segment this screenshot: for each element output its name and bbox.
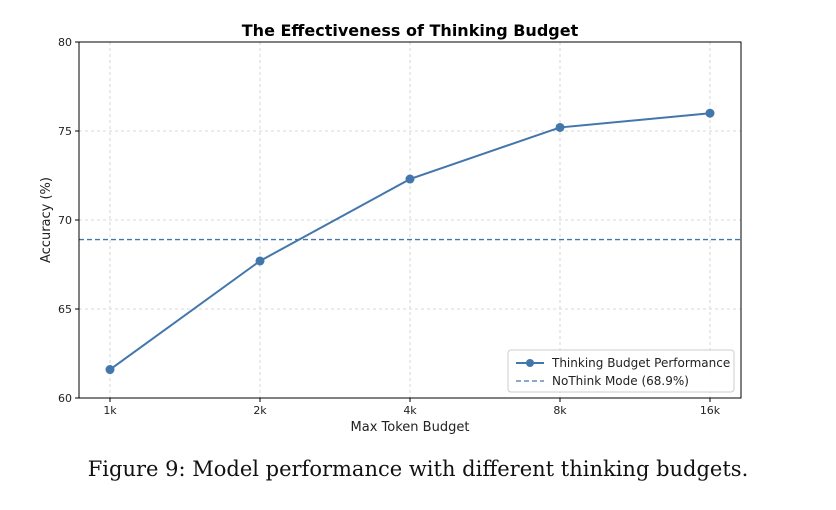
y-axis-ticks: 60 65 70 75 80: [58, 36, 79, 405]
series-group: [105, 108, 715, 375]
legend-series-marker: [526, 359, 534, 367]
grid-lines: [79, 41, 741, 399]
x-tick-label: 16k: [700, 404, 721, 417]
data-point: [255, 256, 265, 266]
y-tick-label: 80: [58, 36, 72, 49]
y-tick-label: 60: [58, 392, 72, 405]
legend-reference-label: NoThink Mode (68.9%): [552, 374, 689, 388]
data-point: [705, 108, 715, 118]
data-point: [405, 174, 415, 184]
figure-caption: Figure 9: Model performance with differe…: [87, 457, 749, 481]
x-tick-label: 8k: [553, 404, 567, 417]
y-tick-label: 70: [58, 214, 72, 227]
data-point: [555, 122, 565, 132]
data-point: [105, 365, 115, 375]
x-tick-label: 4k: [403, 404, 417, 417]
chart-title: The Effectiveness of Thinking Budget: [242, 21, 579, 40]
legend-series-label: Thinking Budget Performance: [551, 356, 730, 370]
x-axis-label: Max Token Budget: [351, 420, 470, 435]
y-tick-label: 75: [58, 125, 72, 138]
line-chart: The Effectiveness of Thinking Budget 1k 2…: [39, 21, 742, 435]
legend-box: [507, 349, 735, 393]
y-tick-label: 65: [58, 303, 72, 316]
x-axis-ticks: 1k 2k 4k 8k 16k: [103, 398, 721, 417]
legend: Thinking Budget Performance NoThink Mode…: [507, 349, 735, 393]
y-axis-label: Accuracy (%): [39, 177, 54, 263]
x-tick-label: 2k: [253, 404, 267, 417]
x-tick-label: 1k: [103, 404, 117, 417]
